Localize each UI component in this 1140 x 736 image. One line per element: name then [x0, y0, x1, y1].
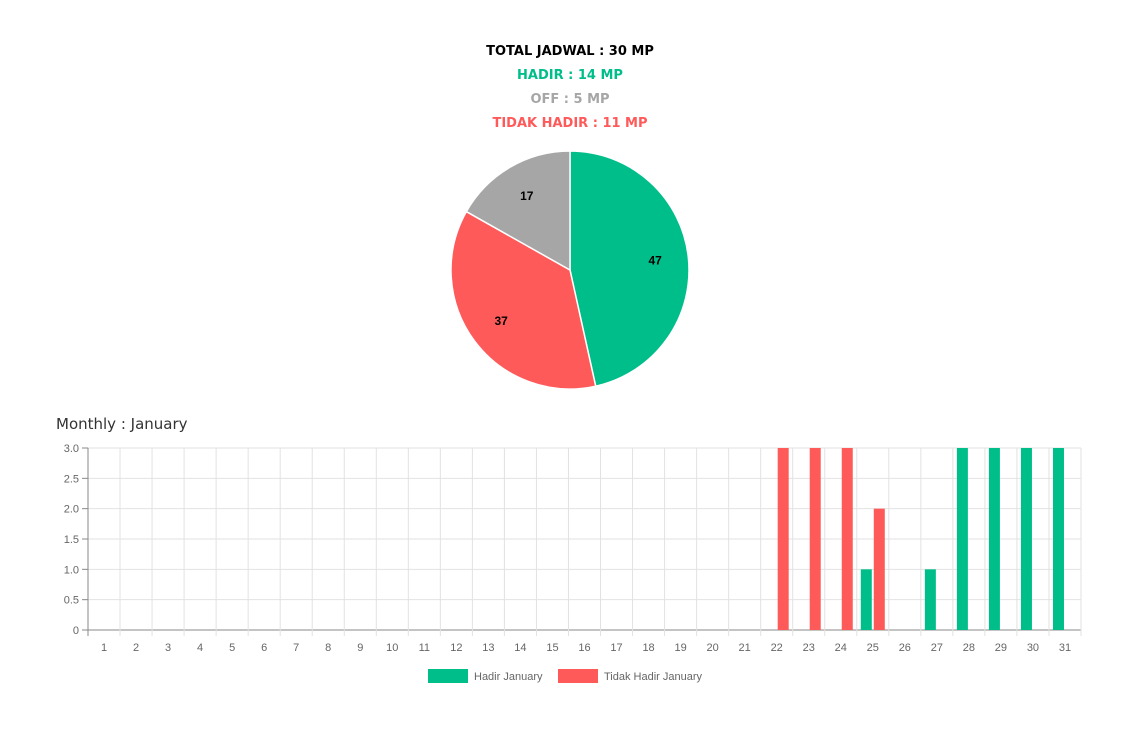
y-tick-label: 0: [73, 625, 79, 637]
x-tick-label: 12: [450, 642, 462, 654]
legend-swatch-tidak-hadir: [558, 669, 598, 683]
x-tick-label: 18: [642, 642, 654, 654]
x-tick-label: 27: [931, 642, 943, 654]
y-tick-label: 2.5: [64, 473, 79, 485]
tidak-hadir-text: TIDAK HADIR : 11 MP: [492, 116, 648, 131]
x-tick-label: 15: [546, 642, 558, 654]
x-tick-label: 23: [803, 642, 815, 654]
monthly-bar-chart-container: 3.0 2.5 2.0 1.5 1.0 0.5 0 1 2 3 4 5 6 7 8 9 10 11 12 13 14 15…: [0, 440, 1140, 696]
y-tick-label: 1.5: [64, 534, 79, 546]
x-tick-label: 31: [1059, 642, 1071, 654]
x-tick-label: 10: [386, 642, 398, 654]
bar-tidak-hadir: [777, 448, 789, 630]
bar-tidak-hadir: [809, 448, 821, 630]
x-tick-label: 22: [771, 642, 783, 654]
x-tick-label: 8: [325, 642, 331, 654]
pie-label-off: 17: [520, 189, 534, 203]
pie-slice-off: [465, 150, 571, 272]
pie-slice-tidak-hadir: [450, 210, 597, 390]
x-tick-label: 17: [610, 642, 622, 654]
y-tick-label: 1.0: [64, 564, 79, 576]
x-tick-label: 21: [739, 642, 751, 654]
x-tick-label: 19: [674, 642, 686, 654]
bar-hadir: [924, 569, 936, 630]
monthly-title: Monthly : January: [56, 415, 188, 433]
bar-hadir: [988, 448, 1000, 630]
x-tick-label: 5: [229, 642, 235, 654]
x-tick-label: 26: [899, 642, 911, 654]
attendance-pie-chart: 47 37 17: [450, 150, 690, 390]
x-tick-label: 11: [419, 642, 430, 654]
x-tick-label: 3: [165, 642, 171, 654]
legend-label-tidak-hadir: Tidak Hadir January: [604, 671, 703, 683]
x-tick-label: 9: [357, 642, 363, 654]
x-tick-label: 29: [995, 642, 1007, 654]
x-tick-label: 2: [133, 642, 139, 654]
bar-hadir: [956, 448, 968, 630]
x-tick-label: 30: [1027, 642, 1039, 654]
x-tick-label: 14: [514, 642, 526, 654]
pie-label-tidak-hadir: 37: [494, 314, 508, 328]
x-tick-label: 20: [707, 642, 719, 654]
bar-tidak-hadir: [873, 508, 885, 630]
legend-label-hadir: Hadir January: [474, 671, 543, 683]
total-schedule-text: TOTAL JADWAL : 30 MP: [486, 44, 654, 59]
x-tick-label: 25: [867, 642, 879, 654]
y-tick-label: 0.5: [64, 595, 79, 607]
x-tick-label: 4: [197, 642, 203, 654]
hadir-text: HADIR : 14 MP: [517, 68, 623, 83]
x-tick-label: 1: [101, 642, 107, 654]
x-tick-label: 6: [261, 642, 267, 654]
off-text: OFF : 5 MP: [530, 92, 610, 107]
bar-hadir: [1020, 448, 1032, 630]
y-tick-label: 3.0: [64, 443, 79, 455]
pie-label-hadir: 47: [648, 254, 662, 268]
bar-tidak-hadir: [841, 448, 853, 630]
y-tick-label: 2.0: [64, 504, 79, 516]
monthly-bar-chart: 3.02.52.01.51.00.501 2 3 4 5 6 7 8 9 10 11 12 13 14 15…: [64, 443, 1082, 683]
x-tick-label: 24: [835, 642, 847, 654]
x-tick-label: 28: [963, 642, 975, 654]
bar-hadir: [860, 569, 872, 630]
pie-slice-hadir: [569, 150, 690, 388]
attendance-pie-chart-container: 47 37 17: [440, 140, 700, 400]
bar-hadir: [1052, 448, 1064, 630]
x-tick-label: 16: [578, 642, 590, 654]
x-tick-label: 7: [293, 642, 299, 654]
attendance-summary: TOTAL JADWAL : 30 MP HADIR : 14 MP OFF :…: [0, 40, 1140, 136]
legend-swatch-hadir: [428, 669, 468, 683]
x-tick-label: 13: [482, 642, 494, 654]
